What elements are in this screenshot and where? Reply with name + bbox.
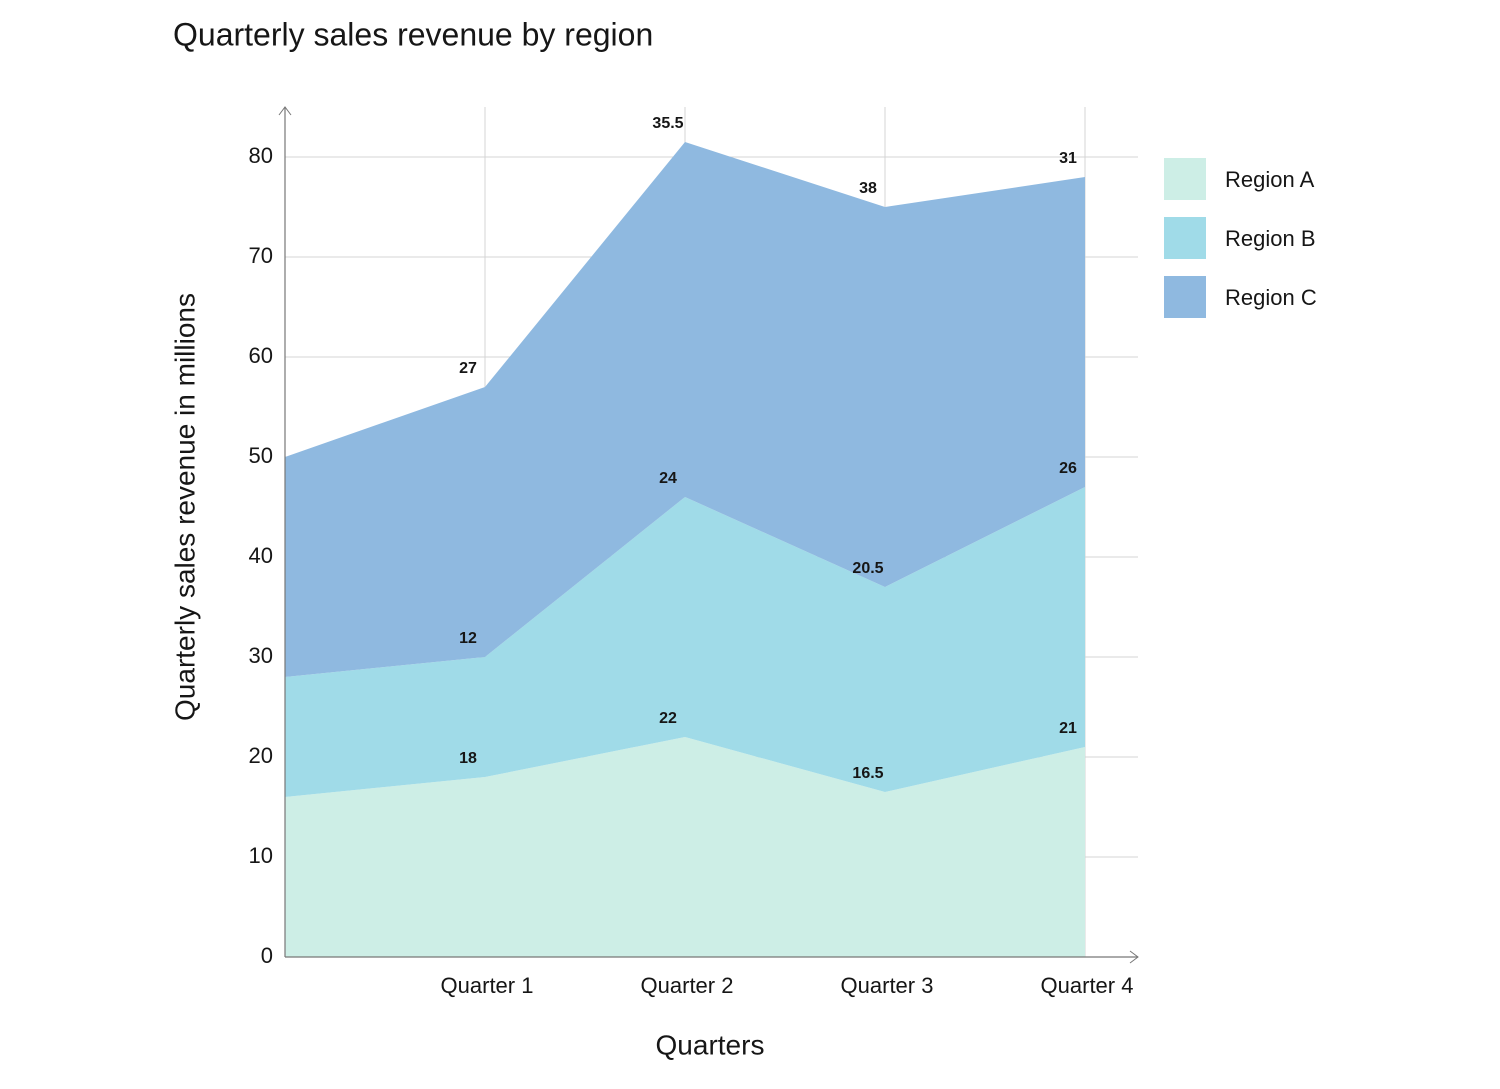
data-label: 26	[1059, 460, 1077, 477]
data-label: 31	[1059, 150, 1077, 167]
y-tick-label: 70	[249, 243, 273, 268]
data-label: 16.5	[852, 765, 883, 782]
y-tick-label: 60	[249, 343, 273, 368]
data-label: 27	[459, 360, 477, 377]
chart-title: Quarterly sales revenue by region	[173, 16, 653, 52]
legend-label: Region B	[1225, 226, 1316, 251]
y-tick-label: 40	[249, 543, 273, 568]
data-label: 24	[659, 470, 677, 487]
area	[285, 487, 1085, 797]
x-tick-label: Quarter 1	[441, 973, 534, 998]
x-axis-arrow	[1129, 950, 1139, 964]
data-label: 12	[459, 630, 477, 647]
y-tick-label: 10	[249, 843, 273, 868]
y-tick-label: 80	[249, 143, 273, 168]
x-tick-label: Quarter 3	[841, 973, 934, 998]
legend-label: Region C	[1225, 285, 1317, 310]
y-tick-label: 20	[249, 743, 273, 768]
data-label: 38	[859, 180, 877, 197]
y-axis-arrow	[278, 106, 292, 116]
y-axis-title: Quarterly sales revenue in millions	[169, 293, 200, 721]
y-tick-label: 30	[249, 643, 273, 668]
legend-label: Region A	[1225, 167, 1315, 192]
legend-swatch	[1164, 276, 1206, 318]
area	[285, 142, 1085, 677]
y-tick-label: 50	[249, 443, 273, 468]
data-label: 35.5	[652, 115, 683, 132]
x-axis-title: Quarters	[656, 1029, 765, 1060]
x-tick-label: Quarter 4	[1041, 973, 1134, 998]
overlay: 0 10 20 30 40 50 60 70 80 Quarter 1 Quarter 2 Quart…	[249, 106, 1317, 998]
data-label: 18	[459, 750, 477, 767]
legend-swatch	[1164, 217, 1206, 259]
data-label: 21	[1059, 720, 1077, 737]
legend-swatch	[1164, 158, 1206, 200]
data-label: 20.5	[852, 560, 883, 577]
data-label: 22	[659, 710, 677, 727]
x-tick-label: Quarter 2	[641, 973, 734, 998]
y-tick-label: 0	[261, 943, 273, 968]
areas	[285, 142, 1085, 957]
